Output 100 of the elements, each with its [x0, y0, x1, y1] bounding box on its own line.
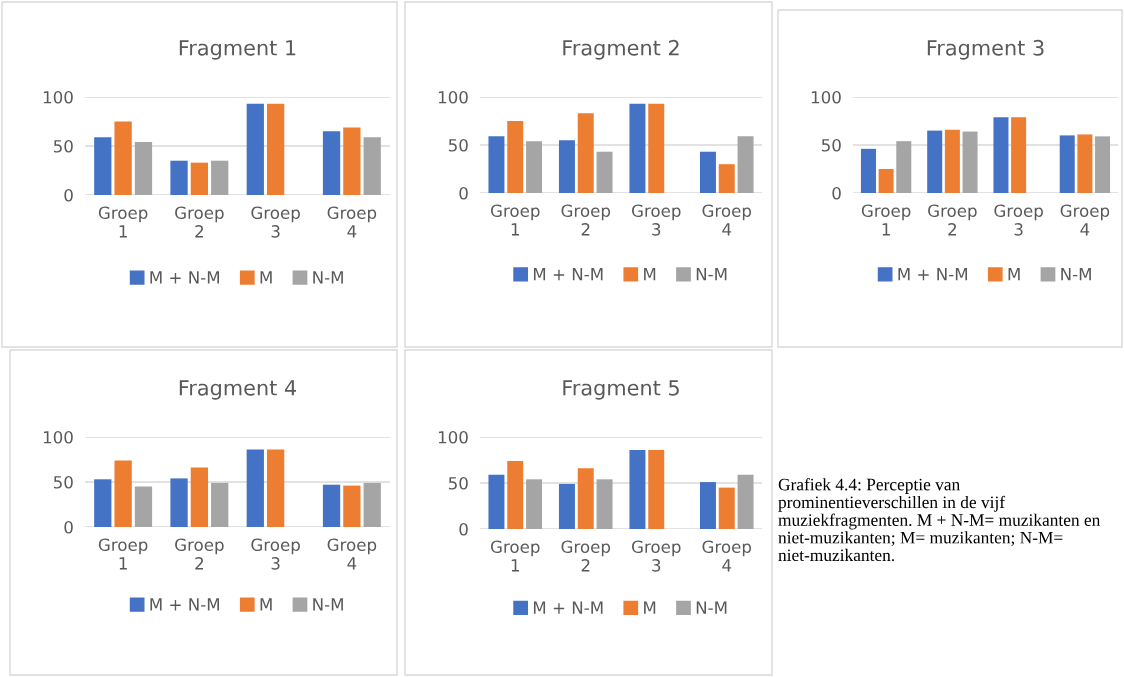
bar [737, 136, 754, 193]
x-tick-label: Groep 4 [327, 538, 377, 570]
bar [629, 103, 646, 193]
y-tick-label: 100 [811, 90, 841, 104]
y-tick-label: 50 [448, 476, 468, 490]
bar [343, 127, 361, 195]
y-tick-label: 0 [832, 186, 841, 200]
bar [596, 479, 613, 529]
bar [629, 449, 646, 529]
x-tick-label: Groep 2 [561, 204, 611, 236]
x-tick-label: Groep 1 [861, 204, 911, 236]
legend-label: N-M [696, 268, 727, 281]
bar [190, 467, 209, 527]
x-tick-label: Groep 2 [561, 540, 611, 572]
x-tick-label: Groep 3 [251, 206, 300, 238]
bar [896, 141, 912, 193]
bar [558, 483, 575, 529]
bar [363, 482, 381, 527]
bar [944, 129, 960, 193]
y-tick-label: 100 [438, 90, 468, 104]
legend-label: M + N-M [533, 601, 603, 614]
y-tick-label: 50 [448, 138, 468, 152]
legend-label: M + N-M [150, 271, 219, 284]
bar [94, 137, 112, 195]
y-tick-label: 100 [438, 430, 468, 444]
bar [718, 487, 735, 529]
bar [114, 121, 132, 195]
bar [246, 103, 264, 195]
x-tick-label: Groep 4 [1060, 204, 1110, 236]
y-tick-label: 50 [53, 475, 73, 489]
bar [507, 460, 524, 529]
bar [648, 103, 665, 193]
legend-label: N-M [696, 601, 727, 614]
bar [322, 484, 341, 527]
y-tick-label: 0 [64, 188, 73, 202]
bar [718, 164, 735, 193]
x-tick-label: Groep 4 [702, 540, 752, 572]
bar [507, 121, 524, 193]
bar [1011, 117, 1027, 193]
x-tick-label: Groep 3 [251, 538, 300, 570]
y-tick-label: 0 [64, 520, 73, 534]
bar [927, 130, 943, 193]
bar [363, 137, 381, 195]
bar [577, 113, 594, 193]
x-tick-label: Groep 1 [98, 206, 148, 238]
y-tick-label: 100 [43, 90, 73, 104]
legend-label: M [644, 601, 656, 614]
chart-title: Fragment 2 [563, 39, 679, 60]
bar [993, 117, 1009, 193]
bar [114, 460, 132, 527]
legend-label: N-M [313, 271, 343, 284]
legend-label: M + N-M [150, 598, 219, 611]
bar [577, 468, 594, 529]
legend-label: N-M [313, 598, 343, 611]
x-tick-label: Groep 3 [994, 204, 1043, 236]
bar [134, 142, 153, 195]
bar [246, 449, 264, 527]
bar [558, 140, 575, 193]
chart-title: Fragment 3 [927, 39, 1044, 60]
chart-title: Fragment 5 [563, 380, 679, 400]
legend-label: M [260, 271, 272, 284]
x-tick-label: Groep 2 [175, 206, 224, 238]
x-tick-label: Groep 3 [631, 204, 681, 236]
bar [190, 162, 209, 195]
y-tick-label: 0 [459, 186, 468, 200]
bar [526, 141, 543, 193]
bar [134, 486, 153, 527]
legend-label: M + N-M [898, 268, 967, 281]
bar [1077, 134, 1093, 193]
legend-label: M [260, 598, 272, 611]
bar [488, 474, 505, 529]
bar [211, 160, 229, 195]
y-tick-label: 50 [53, 139, 73, 153]
x-tick-label: Groep 3 [631, 540, 681, 572]
bar [1095, 136, 1111, 193]
bar [488, 136, 505, 193]
bar [962, 131, 978, 193]
x-tick-label: Groep 2 [175, 538, 224, 570]
x-tick-label: Groep 1 [98, 538, 148, 570]
bar [878, 169, 894, 193]
y-tick-label: 100 [43, 430, 73, 444]
x-tick-label: Groep 4 [327, 206, 377, 238]
x-tick-label: Groep 1 [490, 540, 540, 572]
bar [860, 148, 876, 193]
bar [170, 478, 188, 527]
y-tick-label: 50 [821, 138, 841, 152]
y-tick-label: 0 [459, 522, 468, 536]
legend-label: M [644, 268, 656, 281]
bar [266, 449, 285, 527]
bar [737, 474, 754, 529]
bar [1059, 135, 1075, 193]
bar [170, 160, 188, 195]
chart-title: Fragment 4 [179, 380, 297, 400]
chart-title: Fragment 1 [179, 40, 296, 60]
bar [266, 103, 285, 195]
text: Grafiek 4.4: Perceptie van prominentieverschillen in de vijf muziekfragmenten. M + N-M= muzikanten en niet-muzikanten; M= muzikanten; N-M= niet-muzikanten. [778, 478, 1101, 562]
x-tick-label: Groep 2 [928, 204, 977, 236]
legend-label: M + N-M [533, 268, 603, 281]
x-tick-label: Groep 4 [702, 204, 752, 236]
legend-label: M [1008, 268, 1020, 281]
